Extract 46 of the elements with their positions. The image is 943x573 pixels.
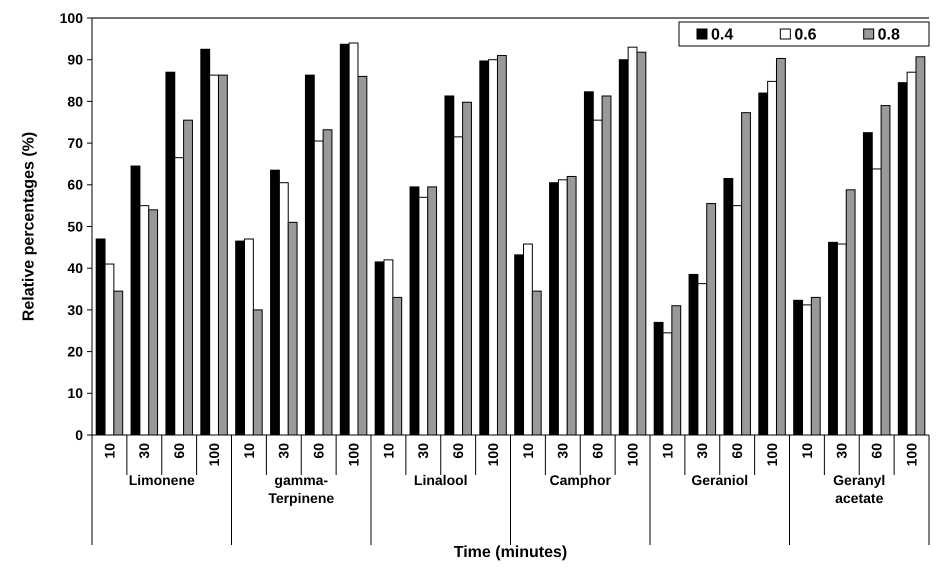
- y-tick-label: 70: [67, 135, 84, 151]
- x-tick-label: 10: [659, 442, 676, 459]
- x-tick-label: 100: [345, 442, 362, 466]
- text: Limonene: [128, 472, 196, 488]
- text: Linalool: [414, 472, 468, 488]
- y-tick-label: 50: [67, 218, 84, 234]
- x-tick-label: 60: [729, 442, 746, 459]
- legend-label: 0.4: [711, 26, 734, 44]
- x-tick-label: 10: [798, 442, 815, 459]
- text: Geraniol: [691, 472, 748, 488]
- x-tick-label: 30: [136, 442, 152, 459]
- x-tick-label: 10: [380, 442, 396, 459]
- y-axis-title: Relative percentages (%): [20, 132, 38, 322]
- x-tick-label: 30: [415, 442, 432, 459]
- x-tick-label: 60: [590, 442, 606, 459]
- x-tick-label: 100: [764, 442, 780, 466]
- x-tick-label: 10: [240, 442, 257, 459]
- y-tick-label: 0: [75, 426, 84, 443]
- x-tick-label: 10: [520, 442, 536, 459]
- y-tick-label: 80: [67, 93, 84, 110]
- y-tick-label: 100: [60, 10, 84, 26]
- x-tick-label: 30: [694, 442, 710, 459]
- x-tick-label: 60: [310, 442, 327, 459]
- legend-label: 0.8: [878, 26, 900, 44]
- x-tick-label: 60: [868, 442, 885, 459]
- y-tick-label: 30: [67, 302, 84, 318]
- x-tick-label: 100: [624, 442, 640, 466]
- x-tick-label: 60: [171, 442, 188, 459]
- x-tick-label: 60: [450, 442, 466, 459]
- x-tick-label: 100: [206, 442, 222, 466]
- y-tick-label: 20: [67, 344, 84, 360]
- text: gamma-Terpinene: [268, 472, 334, 506]
- x-tick-label: 100: [903, 442, 920, 466]
- y-tick-label: 60: [67, 176, 84, 193]
- x-tick-label: 30: [554, 442, 571, 459]
- x-tick-label: 30: [276, 442, 292, 459]
- text: Camphor: [550, 472, 612, 488]
- text: Geranyl acetate: [833, 472, 886, 506]
- legend-label: 0.6: [794, 26, 817, 44]
- x-tick-label: 10: [101, 442, 118, 459]
- x-axis-title: Time (minutes): [454, 544, 568, 561]
- y-tick-label: 10: [67, 385, 84, 402]
- x-tick-label: 30: [834, 442, 850, 459]
- y-tick-label: 40: [67, 260, 84, 276]
- y-tick-label: 90: [67, 52, 84, 68]
- x-tick-label: 100: [484, 442, 501, 466]
